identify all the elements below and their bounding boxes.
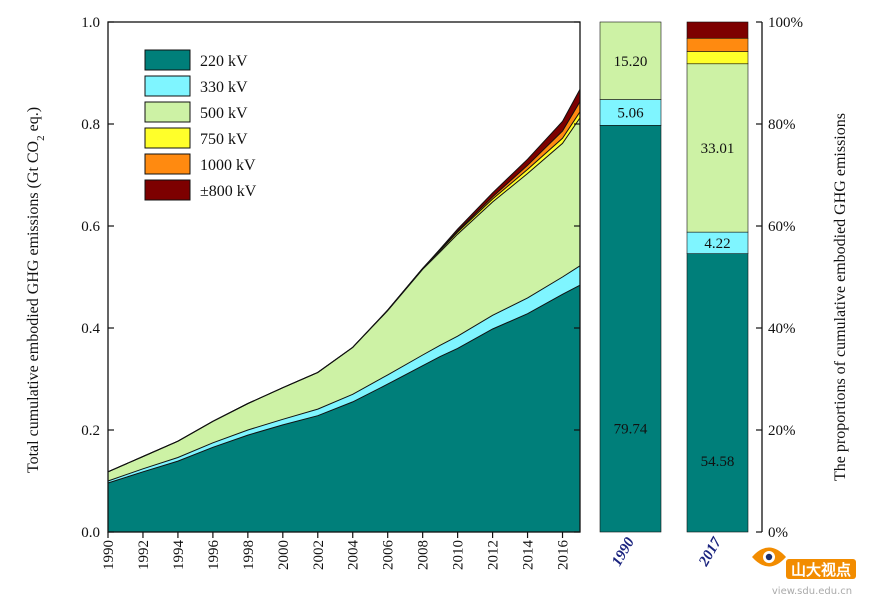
bar-segment-2017-220kv xyxy=(686,253,749,533)
area-chart xyxy=(107,89,581,532)
x-tick-label: 2002 xyxy=(311,540,327,570)
eye-logo-icon xyxy=(752,547,786,567)
legend-swatch-1000kv xyxy=(144,153,191,175)
x-tick-label: 2000 xyxy=(276,540,292,570)
bar-segment-1990-500kv xyxy=(599,21,662,100)
axes: 0.0 0.2 0.4 0.6 0.8 1.0 1990 1992 1994 1996 1998 20… xyxy=(81,15,803,570)
right-y-tick-label: 100% xyxy=(768,15,803,31)
y-tick-label: 1.0 xyxy=(81,15,100,31)
x-tick-label: 2004 xyxy=(346,540,362,571)
y-tick-label: 0.8 xyxy=(81,117,100,133)
bar-value-label: 79.74 xyxy=(614,421,648,437)
right-y-tick-label: 0% xyxy=(768,525,788,541)
area-edge-330kv xyxy=(107,265,581,482)
right-y-tick-label: 80% xyxy=(768,117,796,133)
legend-label-500kv: 500 kV xyxy=(200,105,248,122)
area-edge-220kv xyxy=(107,284,581,484)
x-tick-label: 1998 xyxy=(241,540,257,570)
x-tick-label: 2008 xyxy=(416,540,432,570)
area-chart-frame xyxy=(107,21,581,533)
legend-label-220kv: 220 kV xyxy=(200,53,248,70)
x-tick-label: 2010 xyxy=(451,540,467,570)
right-y-tick-label: 20% xyxy=(768,423,796,439)
y-axis-title-left: Total cumulative embodied GHG emissions … xyxy=(25,107,47,473)
bar-segment-2017-pm800kv xyxy=(686,21,749,39)
x-tick-label: 1994 xyxy=(171,540,187,571)
x-tick-label: 1990 xyxy=(101,540,117,570)
bar-value-label: 15.20 xyxy=(614,54,648,70)
y-axis-title-end: eq.) xyxy=(25,107,42,135)
bar-category-label: 2017 xyxy=(696,535,726,570)
percent-bar-chart: 79.74 5.06 15.20 1990 54.58 4.22 33.01 2017 xyxy=(599,21,749,570)
legend-label-330kv: 330 kV xyxy=(200,79,248,96)
bar-segment-2017-500kv xyxy=(686,63,749,233)
legend-label-1000kv: 1000 kV xyxy=(200,157,256,174)
right-y-tick-label: 60% xyxy=(768,219,796,235)
y-tick-label: 0.6 xyxy=(81,219,100,235)
x-tick-label: 1992 xyxy=(136,540,152,570)
legend-swatch-pm800kv xyxy=(144,179,191,201)
y-tick-label: 0.0 xyxy=(81,525,100,541)
y-axis-title-subscript: 2 xyxy=(35,135,47,141)
watermark-url-text: view.sdu.edu.cn xyxy=(772,586,852,597)
area-500kv xyxy=(108,117,580,482)
area-edge-pm800kv xyxy=(107,89,581,473)
legend-swatch-330kv xyxy=(144,75,191,97)
bar-segment-2017-1000kv xyxy=(686,37,749,52)
watermark-brand-text: 山大视点 xyxy=(791,561,851,579)
bar-value-label: 5.06 xyxy=(617,105,644,121)
legend-label-750kv: 750 kV xyxy=(200,131,248,148)
bar-value-label: 33.01 xyxy=(701,141,735,157)
legend-swatch-220kv xyxy=(144,49,191,71)
y-tick-label: 0.4 xyxy=(81,321,100,337)
bar-segment-1990-330kv xyxy=(599,99,662,126)
x-tick-label: 2016 xyxy=(556,540,572,571)
bar-value-label: 4.22 xyxy=(704,236,730,252)
bar-category-label: 1990 xyxy=(609,535,638,569)
x-tick-label: 1996 xyxy=(206,540,222,571)
right-y-tick-label: 40% xyxy=(768,321,796,337)
legend-swatch-500kv xyxy=(144,101,191,123)
watermark-brand-badge xyxy=(786,559,856,579)
watermark-logo: 山大视点 view.sdu.edu.cn xyxy=(752,547,856,597)
bar-value-label: 54.58 xyxy=(701,454,735,470)
legend-swatch-750kv xyxy=(144,127,191,149)
legend-label-pm800kv: ±800 kV xyxy=(200,183,257,200)
y-axis-title-right: The proportions of cumulative embodied G… xyxy=(832,113,849,481)
area-220kv xyxy=(108,285,580,532)
legend: 220 kV 330 kV 500 kV 750 kV 1000 kV ±800 kV xyxy=(144,49,257,201)
bar-segment-2017-750kv xyxy=(686,51,749,65)
y-axis-title-main: Total cumulative embodied GHG emissions … xyxy=(25,141,42,473)
bar-segment-1990-220kv xyxy=(599,125,662,533)
y-tick-label: 0.2 xyxy=(81,423,100,439)
x-tick-label: 2006 xyxy=(381,540,397,571)
x-tick-label: 2014 xyxy=(521,540,537,571)
x-tick-label: 2012 xyxy=(486,540,502,570)
